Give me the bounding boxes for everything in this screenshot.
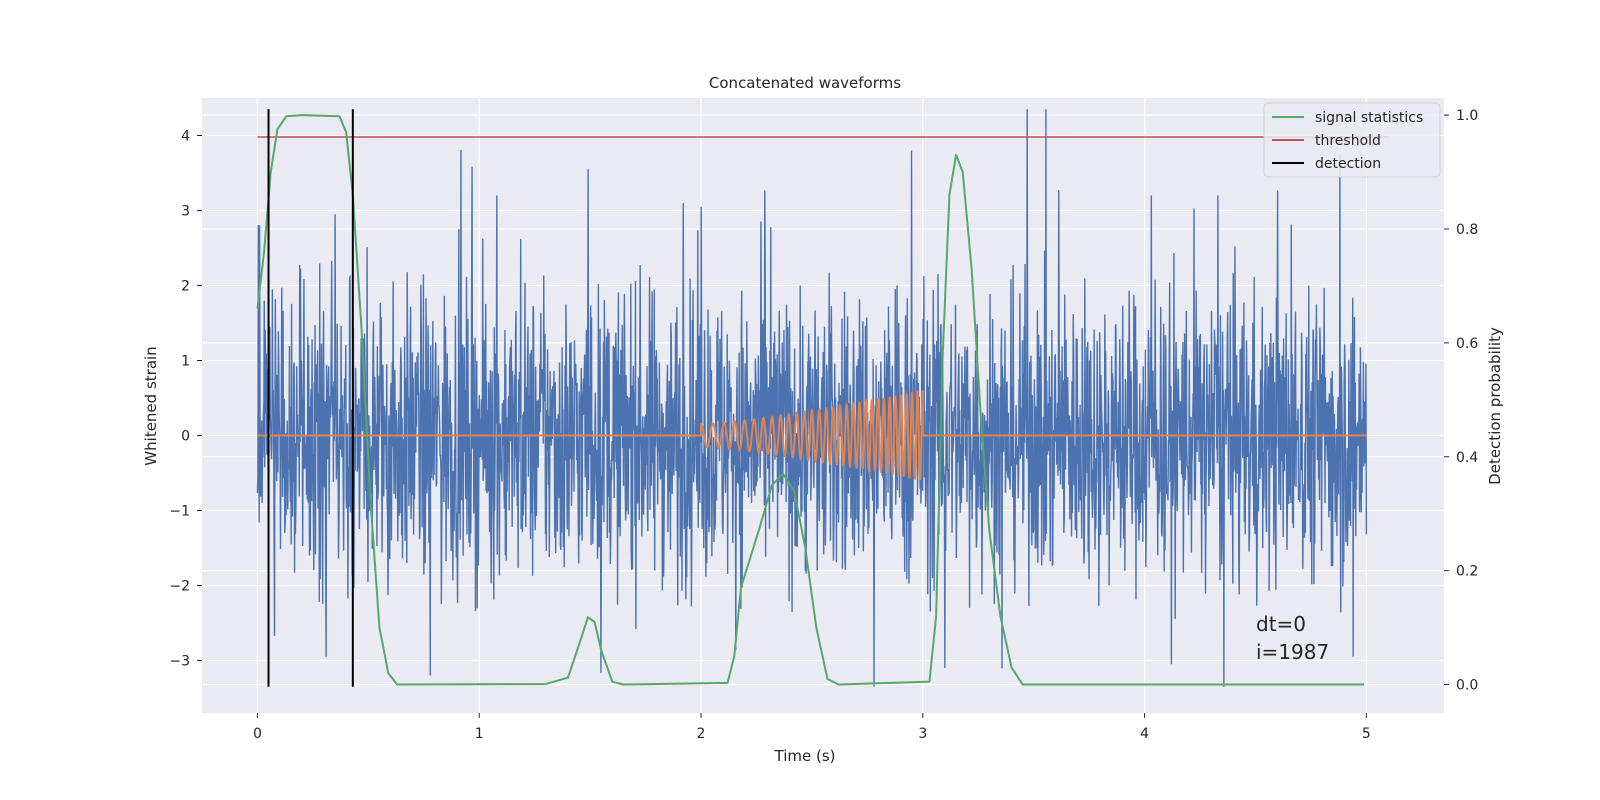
y-tick-label-left: −3 (169, 654, 190, 670)
x-tick-label: 1 (475, 726, 484, 742)
legend-label: signal statistics (1315, 110, 1423, 126)
y-tick-label-right: 0.0 (1456, 678, 1478, 694)
y-tick-label-right: 0.6 (1456, 336, 1478, 352)
legend: signal statistics threshold detection (1263, 102, 1441, 178)
y-tick-label-left: 3 (181, 204, 190, 220)
plot-content (256, 109, 1389, 687)
annotation-dt: dt=0 (1256, 612, 1306, 636)
y-axis-label-left: Whitened strain (142, 346, 160, 465)
y-tick-label-left: −1 (169, 504, 190, 520)
y-tick-label-left: 2 (181, 279, 190, 295)
y-tick-label-left: 0 (181, 429, 190, 445)
legend-label: threshold (1315, 133, 1381, 149)
axes: 0 1 2 3 4 5 −3 −2 −1 0 1 2 3 4 0.0 0.2 0.4 0.6 0.8 1.0 (169, 108, 1478, 742)
x-tick-label: 0 (253, 726, 262, 742)
y-tick-label-left: 4 (181, 129, 190, 145)
annotation-index: i=1987 (1256, 640, 1329, 664)
noise-series-line (256, 109, 1368, 687)
y-tick-label-right: 0.2 (1456, 564, 1478, 580)
x-tick-label: 3 (918, 726, 927, 742)
chirp-series-line (257, 389, 1367, 481)
y-tick-label-right: 1.0 (1456, 108, 1478, 124)
legend-box (1263, 102, 1441, 178)
x-tick-label: 2 (697, 726, 706, 742)
y-tick-label-left: −2 (169, 579, 190, 595)
y-axis-label-right: Detection probability (1486, 327, 1504, 485)
x-tick-label: 5 (1362, 726, 1371, 742)
y-tick-label-right: 0.8 (1456, 222, 1478, 238)
y-tick-label-left: 1 (181, 354, 190, 370)
annotation: dt=0 i=1987 (1256, 612, 1329, 664)
legend-label: detection (1315, 156, 1381, 172)
x-axis-label: Time (s) (774, 747, 836, 765)
signal-statistics-line (256, 114, 1365, 686)
chart-title: Concatenated waveforms (709, 74, 901, 92)
y-tick-label-right: 0.4 (1456, 450, 1478, 466)
x-tick-label: 4 (1140, 726, 1149, 742)
